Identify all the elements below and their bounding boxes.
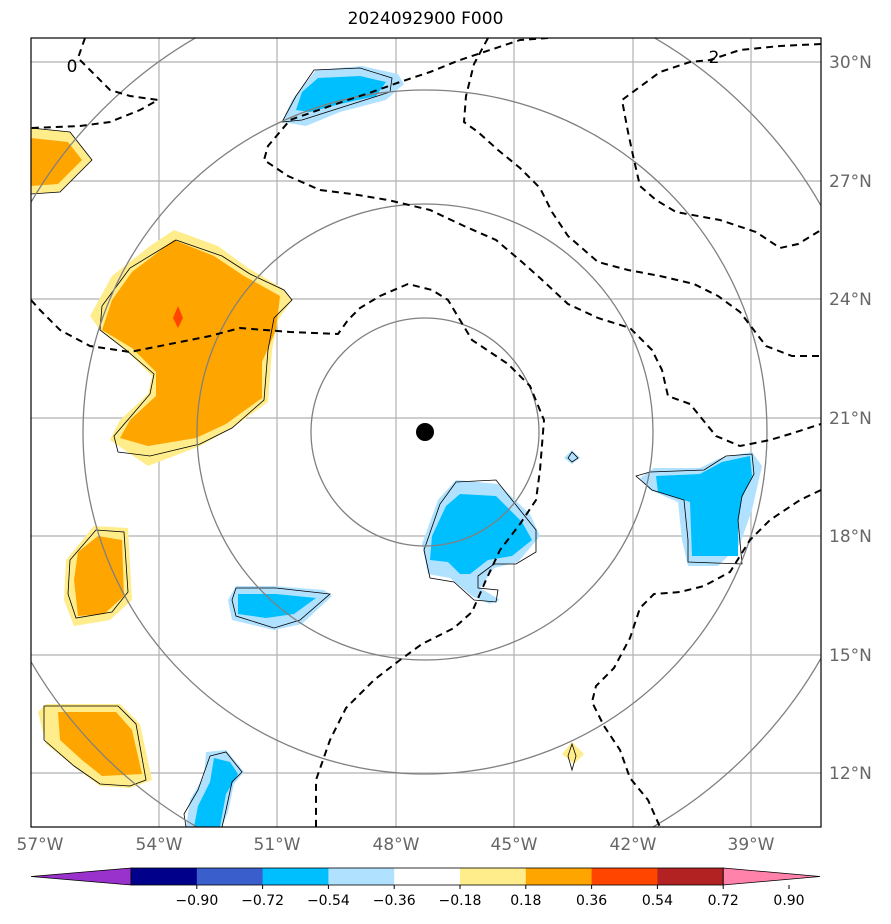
anomaly-region: [562, 742, 584, 764]
contour-label: 2: [709, 48, 720, 68]
colorbar-tick-label: −0.54: [307, 893, 350, 909]
lon-label: 42°W: [610, 835, 657, 855]
colorbar-tick-label: 0.18: [510, 893, 541, 909]
lon-label: 48°W: [373, 835, 420, 855]
colorbar-segment: [394, 868, 461, 885]
positive-anomaly-regions: [31, 128, 584, 788]
anomaly-region: [430, 494, 532, 574]
colorbar-segment: [328, 868, 395, 885]
colorbar-tick-label: −0.18: [439, 893, 482, 909]
lon-label: 57°W: [17, 835, 64, 855]
lat-label: 24°N: [829, 290, 872, 310]
storm-center-marker: [416, 423, 434, 441]
plot-frame: [30, 37, 822, 828]
colorbar-tick-label: 0.36: [576, 893, 607, 909]
contour-line: [31, 38, 162, 129]
colorbar-tick-label: −0.72: [241, 893, 284, 909]
lat-label: 27°N: [829, 172, 872, 192]
range-ring: [310, 317, 540, 547]
colorbar-segments: [30, 867, 821, 886]
colorbar-tick-label: −0.90: [175, 893, 218, 909]
colorbar-tick-label: −0.36: [373, 893, 416, 909]
colorbar-tick-label: 0.72: [708, 893, 739, 909]
contour-label-group: 0 2: [67, 48, 720, 77]
contour-label: 0: [67, 57, 78, 77]
anomaly-region: [296, 76, 386, 112]
plot-area: 0 2: [31, 38, 821, 827]
contour-line: [262, 38, 821, 448]
colorbar-extend-high: [722, 867, 821, 886]
lon-label: 54°W: [136, 835, 183, 855]
negative-anomaly-regions: [186, 66, 762, 827]
latitude-labels: 30°N 27°N 24°N 21°N 18°N 15°N 12°N: [829, 53, 872, 784]
longitude-labels: 57°W 54°W 51°W 48°W 45°W 42°W 39°W: [17, 835, 775, 855]
range-ring: [196, 203, 654, 661]
range-ring: [82, 89, 768, 775]
region-outlines: [31, 67, 755, 827]
lat-label: 30°N: [829, 53, 872, 73]
range-rings: [31, 38, 821, 827]
anomaly-region: [58, 712, 142, 776]
anomaly-region: [173, 306, 183, 328]
lat-label: 15°N: [829, 646, 872, 666]
contour-line: [620, 43, 821, 250]
colorbar: −0.90 −0.72 −0.54 −0.36 −0.18 0.18 0.36 0.54 0.7…: [30, 867, 821, 909]
lon-label: 51°W: [254, 835, 301, 855]
colorbar-segment: [131, 868, 198, 885]
anomaly-region: [564, 450, 580, 464]
lat-label: 18°N: [829, 527, 872, 547]
colorbar-frame: [130, 867, 724, 886]
dashed-contours: [31, 38, 821, 827]
colorbar-segment: [525, 868, 593, 885]
anomaly-region: [102, 240, 280, 446]
colorbar-segment: [196, 868, 264, 885]
colorbar-segment: [591, 868, 658, 885]
lat-label: 21°N: [829, 409, 872, 429]
lon-label: 45°W: [491, 835, 538, 855]
anomaly-region: [194, 758, 238, 827]
colorbar-ticks: −0.90 −0.72 −0.54 −0.36 −0.18 0.18 0.36 0.54 0.7…: [175, 885, 805, 909]
anomaly-region: [656, 456, 752, 556]
contour-line: [462, 38, 821, 357]
lat-label: 12°N: [829, 764, 872, 784]
colorbar-tick-label: 0.54: [642, 893, 673, 909]
colorbar-tick-label: 0.90: [773, 893, 804, 909]
map-title: 2024092900 F000: [347, 9, 504, 29]
anomaly-region: [74, 536, 124, 616]
colorbar-segment: [460, 868, 527, 885]
colorbar-extend-low: [30, 867, 132, 886]
lon-label: 39°W: [728, 835, 775, 855]
anomaly-region: [31, 138, 82, 186]
colorbar-segment: [262, 868, 329, 885]
contour-line: [590, 489, 821, 827]
colorbar-segment: [657, 868, 724, 885]
